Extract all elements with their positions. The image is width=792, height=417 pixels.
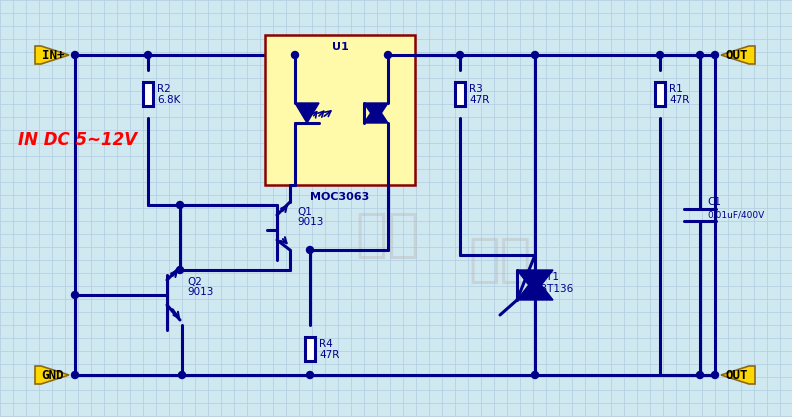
Circle shape [711, 372, 718, 379]
Polygon shape [364, 103, 388, 121]
Text: Q1: Q1 [297, 207, 312, 217]
Text: R4: R4 [319, 339, 333, 349]
Bar [265, 35, 415, 185]
Text: OUT: OUT [725, 49, 748, 62]
Bar [305, 337, 315, 361]
Polygon shape [35, 366, 69, 384]
Circle shape [531, 372, 539, 379]
Polygon shape [721, 366, 755, 384]
Circle shape [71, 372, 78, 379]
Text: BT136: BT136 [540, 284, 573, 294]
Text: Q2: Q2 [187, 277, 202, 287]
Circle shape [531, 52, 539, 58]
Text: 47R: 47R [669, 95, 689, 105]
Circle shape [456, 52, 463, 58]
Text: R2: R2 [157, 84, 171, 94]
Text: 电子: 电子 [356, 209, 436, 261]
Text: C1: C1 [707, 197, 721, 207]
Text: GND: GND [42, 369, 64, 382]
Text: OUT: OUT [725, 369, 748, 382]
Circle shape [711, 52, 718, 58]
Circle shape [291, 52, 299, 58]
Bar [143, 82, 153, 106]
Circle shape [696, 372, 703, 379]
Text: VT1: VT1 [540, 272, 560, 282]
Circle shape [178, 372, 185, 379]
Text: R3: R3 [469, 84, 483, 94]
Circle shape [71, 291, 78, 299]
Circle shape [177, 201, 184, 208]
Text: IN DC 5~12V: IN DC 5~12V [18, 131, 137, 149]
Circle shape [144, 52, 151, 58]
Text: U1: U1 [332, 42, 348, 52]
Text: 9013: 9013 [187, 287, 213, 297]
Polygon shape [35, 46, 69, 64]
Circle shape [307, 372, 314, 379]
Polygon shape [721, 46, 755, 64]
Circle shape [384, 52, 391, 58]
Circle shape [696, 52, 703, 58]
Bar [655, 82, 665, 106]
Text: R1: R1 [669, 84, 683, 94]
Text: 6.8K: 6.8K [157, 95, 181, 105]
Polygon shape [517, 270, 553, 293]
Polygon shape [295, 103, 319, 123]
Text: 9013: 9013 [297, 217, 323, 227]
Text: MOC3063: MOC3063 [310, 192, 370, 202]
Circle shape [307, 246, 314, 254]
Circle shape [71, 52, 78, 58]
Text: IN+: IN+ [42, 49, 64, 62]
Bar [455, 82, 465, 106]
Text: 0.01uF/400V: 0.01uF/400V [707, 210, 764, 219]
Circle shape [657, 52, 664, 58]
Text: 47R: 47R [469, 95, 489, 105]
Polygon shape [364, 105, 388, 123]
Text: 47R: 47R [319, 350, 340, 360]
Circle shape [177, 266, 184, 274]
Polygon shape [517, 277, 553, 300]
Text: 懒人: 懒人 [468, 234, 531, 286]
